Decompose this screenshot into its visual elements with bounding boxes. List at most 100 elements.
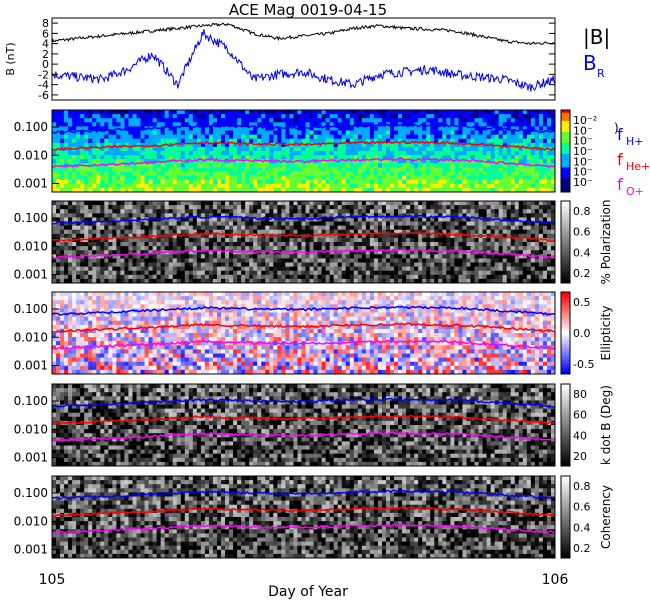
spectrogram-cell (261, 201, 266, 206)
spectrogram-cell (418, 138, 423, 144)
spectrogram-cell (534, 175, 540, 181)
spectrogram-cell (522, 233, 528, 239)
spectrogram-cell (172, 163, 178, 168)
spectrogram-cell (381, 221, 387, 227)
spectrogram-cell (309, 225, 315, 231)
spectrogram-cell (293, 167, 298, 172)
spectrogram-cell (381, 122, 387, 127)
spectrogram-cell (317, 171, 323, 177)
spectrogram-cell (321, 114, 327, 119)
spectrogram-cell (430, 163, 435, 168)
spectrogram-cell (96, 155, 101, 160)
colorbar-cell (561, 140, 570, 144)
spectrogram-cell (369, 213, 375, 218)
spectrogram-cell (172, 270, 178, 276)
spectrogram-cell (466, 175, 471, 181)
spectrogram-cell (486, 187, 492, 193)
spectrogram-cell (542, 122, 548, 127)
spectrogram-cell (414, 110, 419, 115)
spectrogram-cell (301, 163, 307, 168)
spectrogram-cell (140, 242, 146, 247)
spectrogram-cell (369, 205, 375, 210)
spectrogram-cell (329, 217, 335, 222)
spectrogram-cell (470, 183, 476, 189)
spectrogram-cell (381, 270, 387, 276)
spectrogram-cell (462, 142, 467, 148)
spectrogram-cell (414, 278, 419, 284)
spectrogram-cell (112, 159, 117, 164)
spectrogram-cell (297, 278, 302, 284)
spectrogram-cell (281, 163, 286, 168)
spectrogram-cell (542, 159, 548, 164)
spectrogram-cell (221, 274, 226, 280)
spectrogram-cell (196, 201, 202, 206)
spectrogram-cell (112, 146, 117, 152)
spectrogram-cell (341, 205, 347, 210)
spectrogram-cell (204, 122, 210, 127)
spectrogram-cell (494, 209, 500, 214)
spectrogram-cell (526, 146, 532, 152)
spectrogram-cell (212, 205, 218, 210)
spectrogram-cell (454, 122, 459, 127)
spectrogram-cell (68, 122, 73, 127)
spectrogram-cell (321, 201, 327, 206)
spectrogram-cell (172, 118, 178, 123)
spectrogram-cell (313, 217, 319, 222)
spectrogram-cell (293, 229, 298, 235)
spectrogram-cell (422, 221, 427, 227)
spectrogram-cell (498, 217, 504, 222)
spectrogram-cell (285, 209, 290, 214)
spectrogram-cell (148, 142, 154, 148)
spectrogram-cell (466, 274, 471, 280)
spectrogram-cell (297, 187, 302, 193)
spectrogram-cell (80, 270, 85, 276)
spectrogram-cell (297, 171, 302, 177)
spectrogram-cell (458, 266, 463, 272)
spectrogram-cell (329, 274, 335, 280)
spectrogram-cell (398, 179, 403, 185)
spectrogram-cell (261, 171, 266, 177)
spectrogram-cell (60, 118, 65, 123)
spectrogram-cell (534, 167, 540, 172)
spectrogram-cell (124, 142, 129, 148)
spectrogram-cell (216, 134, 222, 140)
spectrogram-cell (257, 130, 262, 136)
spectrogram-cell (305, 179, 311, 185)
spectrogram-cell (108, 110, 113, 115)
spectrogram-cell (337, 114, 343, 119)
spectrogram-cell (414, 146, 419, 152)
spectrogram-cell (221, 242, 226, 247)
spectrogram-cell (373, 155, 379, 160)
spectrogram-cell (84, 246, 89, 251)
spectrogram-cell (474, 258, 480, 263)
spectrogram-cell (466, 237, 471, 243)
spectrogram-cell (385, 130, 391, 136)
spectrogram-cell (398, 278, 403, 284)
spectrogram-cell (124, 130, 129, 136)
spectrogram-cell (180, 266, 186, 272)
spectrogram-cell (470, 201, 476, 206)
spectrogram-cell (277, 237, 282, 243)
spectrogram-cell (434, 171, 439, 177)
spectrogram-cell (281, 142, 286, 148)
spectrogram-cell (249, 225, 254, 231)
spectrogram-cell (426, 118, 431, 123)
spectrogram-cell (345, 171, 351, 177)
spectrogram-cell (478, 183, 484, 189)
spectrogram-cell (373, 209, 379, 214)
spectrogram-cell (414, 126, 419, 131)
spectrogram-cell (152, 254, 158, 259)
spectrogram-cell (160, 237, 166, 243)
spectrogram-cell (176, 187, 182, 193)
spectrogram-cell (478, 122, 484, 127)
spectrogram-cell (253, 167, 258, 172)
spectrogram-cell (373, 274, 379, 280)
spectrogram-cell (526, 183, 532, 189)
spectrogram-cell (341, 183, 347, 189)
spectrogram-cell (257, 151, 262, 156)
spectrogram-cell (369, 126, 375, 131)
spectrogram-cell (285, 167, 290, 172)
spectrogram-cell (249, 217, 254, 222)
spectrogram-cell (64, 221, 69, 227)
